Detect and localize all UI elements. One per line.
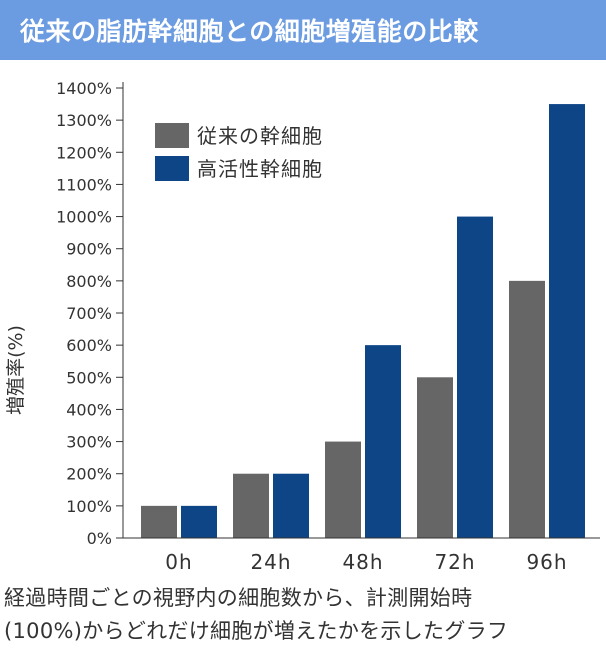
bar-conventional-96h: [509, 280, 545, 538]
bar-high-activity-72h: [457, 216, 493, 539]
bar-high-activity-96h: [549, 104, 585, 539]
bar-conventional-48h: [325, 441, 361, 538]
caption: 経過時間ごとの視野内の細胞数から、計測開始時 (100%)からどれだけ細胞が増え…: [4, 582, 606, 648]
caption-line-1: 経過時間ごとの視野内の細胞数から、計測開始時: [4, 586, 473, 610]
y-tick-label: 200%: [66, 465, 112, 484]
y-tick-label: 700%: [66, 304, 112, 323]
y-axis: 0% 100% 200% 300% 400% 500% 600% 700% 800% 900% 10…: [56, 79, 124, 548]
bar-high-activity-0h: [181, 505, 217, 538]
x-tick-label: 0h: [165, 550, 192, 574]
x-tick-label: 96h: [526, 550, 567, 574]
page-title: 従来の脂肪幹細胞との細胞増殖能の比較: [20, 17, 479, 46]
bar-conventional-24h: [233, 473, 269, 538]
x-tick-label: 48h: [342, 550, 383, 574]
legend-swatch: [155, 123, 189, 148]
bar-high-activity-48h: [365, 345, 401, 538]
bars: [141, 104, 585, 539]
legend-label: 従来の幹細胞: [197, 124, 323, 148]
y-tick-label: 1000%: [56, 208, 112, 227]
legend-swatch: [155, 156, 189, 181]
legend-label: 高活性幹細胞: [197, 157, 323, 181]
bar-conventional-72h: [417, 377, 453, 538]
x-axis: 0h 24h 48h 72h 96h: [123, 537, 600, 574]
y-tick-label: 500%: [66, 368, 112, 387]
bar-conventional-0h: [141, 505, 177, 538]
bar-high-activity-24h: [273, 473, 309, 538]
y-axis-label: 増殖率(%): [5, 325, 27, 415]
bar-chart: 0% 100% 200% 300% 400% 500% 600% 700% 800% 900% 10…: [5, 79, 600, 574]
y-tick-label: 1100%: [56, 175, 112, 194]
y-tick-label: 800%: [66, 272, 112, 291]
x-tick-label: 72h: [434, 550, 475, 574]
y-tick-label: 900%: [66, 240, 112, 259]
y-tick-label: 300%: [66, 433, 112, 452]
y-tick-label: 0%: [87, 529, 112, 548]
title-banner: 従来の脂肪幹細胞との細胞増殖能の比較: [0, 0, 606, 60]
y-tick-label: 100%: [66, 497, 112, 516]
y-tick-label: 400%: [66, 400, 112, 419]
y-tick-label: 1300%: [56, 111, 112, 130]
y-tick-label: 600%: [66, 336, 112, 355]
caption-line-2: (100%)からどれだけ細胞が増えたかを示したグラフ: [4, 619, 509, 643]
x-tick-label: 24h: [250, 550, 291, 574]
y-tick-label: 1400%: [56, 79, 112, 98]
y-tick-label: 1200%: [56, 143, 112, 162]
